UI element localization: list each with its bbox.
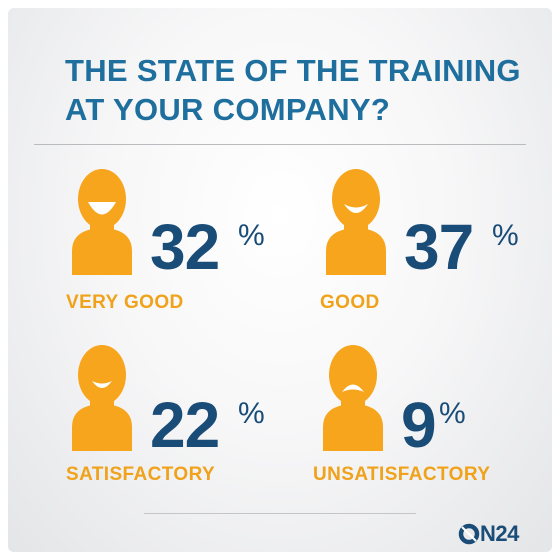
percent-sign: % [439, 397, 466, 430]
chart-title-line-1: THE STATE OF THE TRAINING [65, 53, 521, 88]
percent-sign: % [238, 219, 265, 252]
stat-label: SATISFACTORY [66, 464, 216, 485]
stat-label: VERY GOOD [66, 292, 184, 313]
stat-unsatisfactory: 9 % UNSATISFACTORY [313, 343, 543, 488]
bottom-divider [144, 513, 416, 514]
chart-title: THE STATE OF THE TRAINING AT YOUR COMPAN… [65, 51, 525, 129]
person-sad-icon [323, 345, 383, 451]
percent-sign: % [492, 219, 519, 252]
top-divider [34, 144, 526, 145]
stat-value: 32 [150, 211, 220, 283]
chart-title-line-2: AT YOUR COMPANY? [65, 92, 391, 127]
person-content-icon [72, 345, 132, 451]
stat-value: 22 [150, 389, 220, 461]
stat-good: 37 % GOOD [320, 167, 550, 313]
stat-value: 9 [401, 389, 437, 461]
percent-sign: % [238, 397, 265, 430]
stat-satisfactory: 22 % SATISFACTORY [66, 343, 296, 488]
stat-label: UNSATISFACTORY [313, 464, 491, 485]
person-very-happy-icon [72, 169, 132, 275]
stat-very-good: 32 % VERY GOOD [66, 167, 296, 313]
on24-o-icon [458, 523, 480, 545]
infographic-card: THE STATE OF THE TRAINING AT YOUR COMPAN… [8, 8, 552, 552]
stat-label: GOOD [320, 292, 380, 313]
on24-logo: N24 [458, 520, 519, 548]
person-happy-icon [326, 169, 386, 275]
stat-value: 37 [404, 211, 474, 283]
logo-text: N24 [480, 521, 519, 546]
